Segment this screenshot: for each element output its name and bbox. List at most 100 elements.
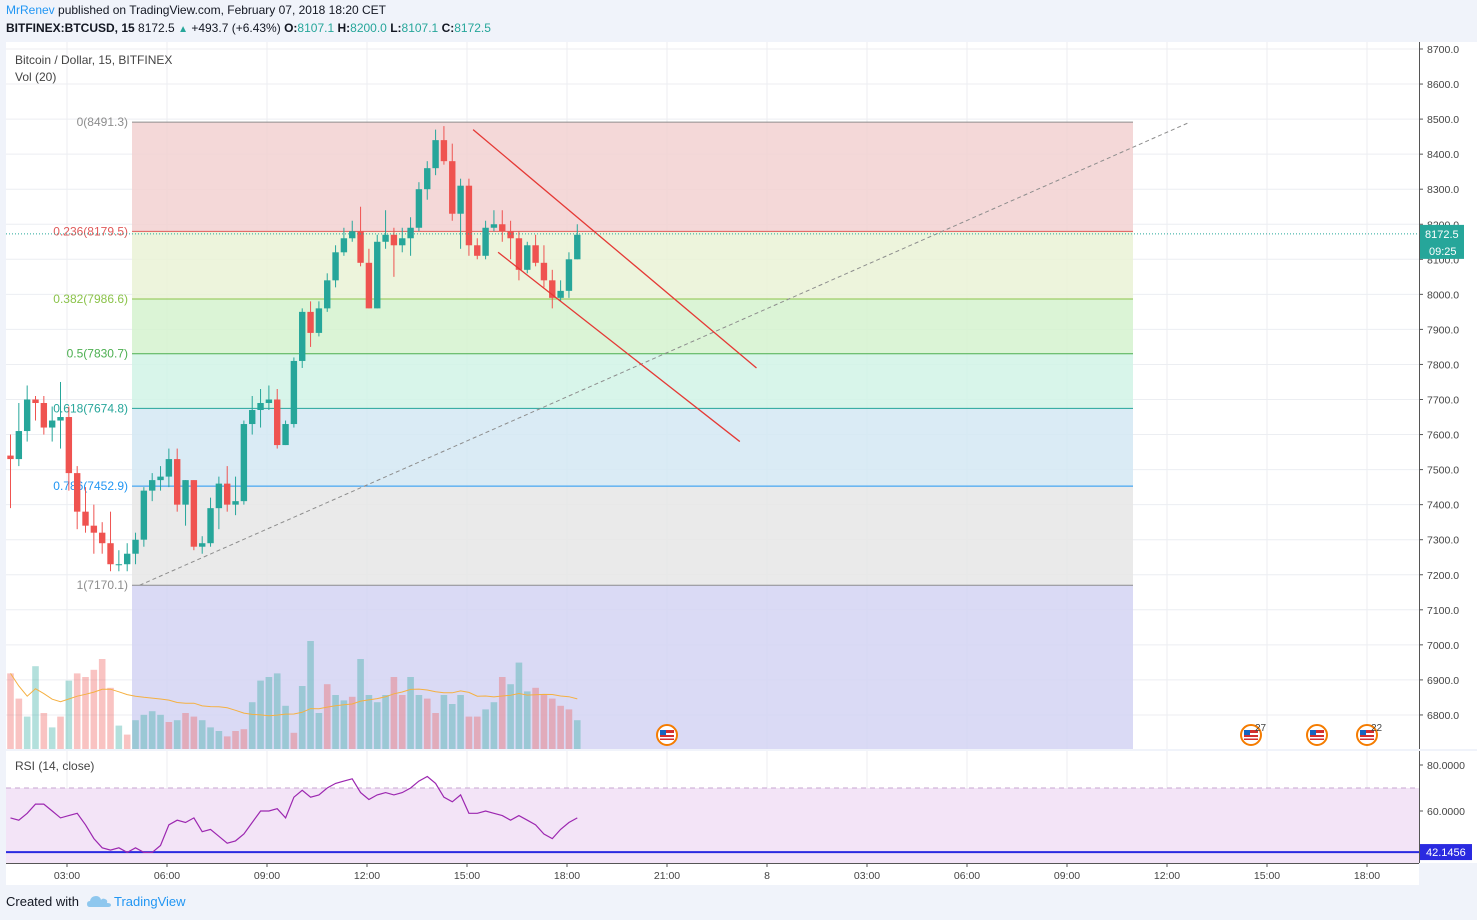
volume-ma-line: [10, 673, 578, 717]
candle-body: [73, 473, 81, 512]
volume-bar: [523, 691, 531, 749]
volume-bar: [365, 695, 373, 749]
event-count: 22: [1371, 723, 1383, 734]
symbol-line: BITFINEX:BTCUSD, 15 8172.5 ▲ +493.7 (+6.…: [6, 21, 491, 35]
volume-bar: [473, 716, 481, 749]
time-tick-label: 03:00: [54, 870, 80, 882]
time-tick-label: 15:00: [1254, 870, 1280, 882]
volume-bar: [315, 713, 323, 749]
volume-bar: [465, 716, 473, 749]
candle-body: [440, 140, 448, 162]
candle-body: [315, 308, 323, 333]
volume-bar: [132, 720, 139, 749]
rsi-axis[interactable]: 80.0000 60.0000 42.1456: [1419, 751, 1477, 863]
candle-body: [399, 238, 406, 246]
countdown-value: 09:25: [1429, 246, 1457, 258]
volume-bar: [423, 698, 431, 749]
volume-bar: [398, 695, 406, 749]
rsi-panel[interactable]: RSI (14, close): [6, 751, 1419, 863]
volume-bar: [565, 709, 573, 749]
volume-bar: [57, 716, 64, 749]
candle-body: [465, 185, 473, 246]
us-flag-icon: [1306, 724, 1328, 746]
rsi-value: 42.1456: [1426, 847, 1466, 859]
volume-bar: [215, 731, 223, 749]
candle-body: [232, 501, 239, 505]
candle-body: [340, 238, 348, 253]
tradingview-logo[interactable]: TradingView: [86, 894, 186, 909]
price-tick-label: 8300.0: [1427, 184, 1459, 196]
footer: Created with TradingView: [6, 894, 186, 909]
fib-zone: [132, 408, 1133, 487]
volume-bar: [82, 677, 89, 749]
candle-body: [207, 508, 214, 544]
volume-bar: [515, 662, 523, 749]
rsi-chart-svg[interactable]: [6, 751, 1419, 863]
candle-body: [115, 564, 123, 566]
open-value: 8107.1: [297, 21, 335, 35]
volume-bar: [190, 716, 198, 749]
candle-body: [549, 280, 556, 298]
candle-body: [515, 238, 523, 270]
candle-body: [382, 234, 389, 242]
candle-body: [174, 459, 181, 505]
flag-canton: [1360, 730, 1366, 735]
candle-body: [557, 290, 564, 298]
volume-bar: [573, 720, 581, 749]
fib-level-label: 0.382(7986.6): [53, 292, 128, 306]
us-flag-icon: [656, 724, 678, 746]
time-tick-label: 8: [764, 870, 770, 882]
candle-body: [190, 480, 198, 547]
candle-body: [490, 224, 498, 228]
time-tick-label: 18:00: [554, 870, 580, 882]
candle-body: [98, 532, 106, 544]
candle-body: [290, 360, 298, 425]
fib-level-label: 0.5(7830.7): [67, 347, 128, 361]
price-chart-panel[interactable]: 0(8491.3) 0.236(8179.5) 0.382(7986.6) 0.5(7…: [6, 42, 1419, 749]
price-axis-bg: [1419, 42, 1477, 749]
candle-body: [449, 161, 456, 214]
volume-bar: [232, 731, 239, 749]
fib-zone: [132, 585, 1133, 749]
fib-level-label: 0.618(7674.8): [53, 401, 128, 415]
price-tick-label: 7600.0: [1427, 430, 1459, 442]
volume-bar: [348, 696, 356, 749]
fib-level-label: 0(8491.3): [77, 115, 128, 129]
high-value: 8200.0: [350, 21, 387, 35]
fib-zone: [132, 353, 1133, 409]
price-tick-label: 7800.0: [1427, 359, 1459, 371]
volume-bar: [90, 669, 98, 749]
tradingview-brand[interactable]: TradingView: [114, 894, 186, 909]
candle-body: [507, 231, 514, 239]
volume-bar: [240, 729, 248, 749]
rsi-legend: RSI (14, close): [15, 759, 95, 773]
volume-bar: [290, 732, 298, 749]
open-label: O:: [284, 21, 298, 35]
candle-body: [165, 459, 173, 477]
close-label: C:: [441, 21, 455, 35]
candle-body: [82, 511, 89, 526]
time-axis[interactable]: 03:00 06:00 09:00 12:00 15:00 18:00 21:00 8 03:0…: [6, 863, 1419, 885]
candle-body: [249, 410, 256, 425]
candle-body: [574, 234, 581, 260]
candle-body: [32, 399, 39, 404]
flag-canton: [660, 730, 666, 735]
author-link[interactable]: MrRenev: [6, 3, 55, 17]
volume-bar: [298, 686, 306, 749]
fib-level-label: 1(7170.1): [77, 578, 128, 592]
last-price-tag: [1420, 224, 1464, 259]
volume-bar: [373, 702, 381, 749]
time-axis-bg: [6, 863, 1419, 885]
candle-body: [282, 424, 289, 446]
volume-bar: [198, 720, 206, 749]
candle-body: [524, 245, 531, 270]
time-tick-label: 12:00: [354, 870, 380, 882]
volume-bar: [15, 698, 23, 749]
channel-line: [497, 251, 741, 443]
candle-body: [215, 483, 223, 509]
volume-bar: [382, 695, 389, 749]
volume-bar: [23, 716, 31, 749]
price-axis[interactable]: 8700.08600.08500.08400.08300.08200.08100…: [1419, 42, 1477, 749]
volume-bar: [165, 722, 173, 749]
price-chart-svg[interactable]: 0(8491.3) 0.236(8179.5) 0.382(7986.6) 0.5(7…: [6, 42, 1419, 749]
